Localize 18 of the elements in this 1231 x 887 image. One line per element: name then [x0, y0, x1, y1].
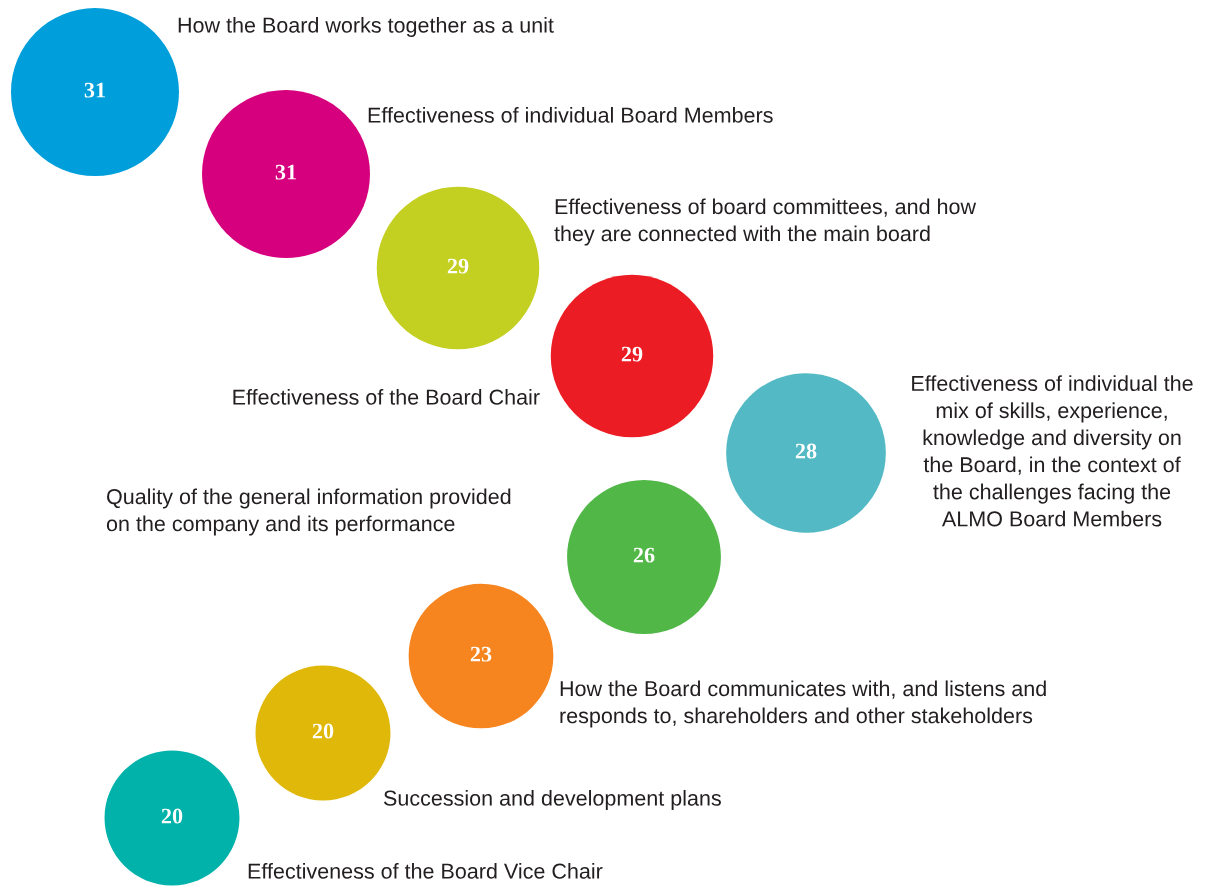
category-label: Succession and development plans [383, 789, 721, 811]
data-label: 29 [447, 258, 469, 274]
data-label: 31 [275, 164, 296, 180]
data-label: 23 [470, 646, 492, 662]
category-label: Effectiveness of the Board Chair [233, 388, 540, 405]
data-label: 28 [795, 443, 817, 459]
data-label: 20 [161, 808, 183, 824]
data-label: 26 [633, 547, 655, 563]
category-label: Effectiveness of board committees, and how they are connected with the main board [554, 198, 977, 246]
category-label: Effectiveness of individual the mix of skills, experience, knowledge and diversity on the Board, in the context of the challenges facing the ALMO Board Members [912, 375, 1193, 527]
category-label: How the Board works together as a unit [178, 16, 554, 38]
category-label: Effectiveness of the Board Vice Chair [248, 862, 603, 879]
data-label: 20 [312, 723, 334, 739]
category-label: Effectiveness of individual Board Members [368, 106, 773, 123]
data-label: 31 [84, 82, 105, 98]
category-label: Quality of the general information provided on the company and its performance [106, 488, 511, 536]
data-label: 29 [621, 346, 643, 362]
category-label: How the Board communicates with, and listens and responds to, shareholders and other stakeholders [560, 680, 1046, 728]
